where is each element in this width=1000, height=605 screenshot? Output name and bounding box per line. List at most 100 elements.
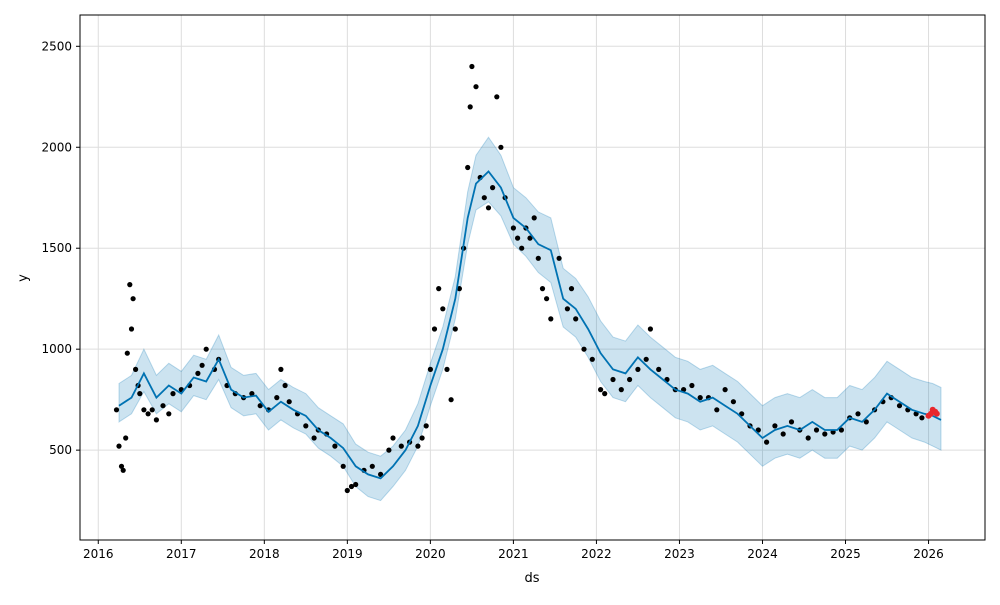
observed-point [714, 407, 720, 413]
observed-point [568, 286, 575, 292]
observed-point [127, 282, 133, 288]
observed-point [490, 185, 496, 191]
observed-point [755, 427, 761, 433]
observed-point [278, 366, 284, 372]
x-tick-label-2020: 2020 [415, 547, 446, 561]
observed-point [149, 407, 155, 413]
observed-point [467, 104, 473, 110]
x-tick-label-2023: 2023 [664, 547, 695, 561]
observed-point [515, 235, 521, 241]
observed-point [390, 435, 396, 441]
observed-point [153, 417, 159, 423]
observed-point [348, 483, 355, 490]
observed-point [643, 356, 649, 362]
observed-point [556, 255, 562, 261]
observed-point [589, 356, 595, 362]
observed-point [274, 395, 280, 401]
y-tick-label-2500: 2500 [41, 39, 72, 53]
observed-point [419, 435, 425, 441]
x-tick-label-2019: 2019 [332, 547, 363, 561]
observed-point [764, 439, 770, 445]
observed-point [137, 391, 143, 397]
recent-point [933, 410, 940, 417]
observed-point [598, 387, 604, 393]
observed-point [340, 463, 346, 469]
y-tick-label-1500: 1500 [41, 241, 72, 255]
observed-point [539, 286, 546, 292]
observed-point [689, 382, 695, 389]
observed-point [423, 423, 429, 429]
x-tick-label-2016: 2016 [83, 547, 114, 561]
observed-point [573, 316, 579, 322]
observed-point [838, 427, 845, 433]
observed-point [485, 205, 492, 211]
grid-layer [80, 15, 985, 540]
observed-point [311, 435, 317, 441]
observed-point [448, 397, 454, 403]
observed-point [697, 395, 703, 401]
observed-point [452, 326, 458, 332]
observed-point [527, 235, 533, 241]
y-axis-label: y [16, 274, 31, 282]
observed-point [124, 350, 130, 356]
observed-point [118, 463, 125, 469]
recent-points-layer [925, 406, 940, 419]
observed-point [249, 391, 255, 397]
observed-point [444, 366, 450, 372]
observed-point [788, 419, 795, 425]
observed-points-layer [113, 63, 925, 494]
x-tick-label-2021: 2021 [498, 547, 529, 561]
observed-point [544, 296, 550, 302]
observed-point [113, 407, 120, 413]
observed-point [141, 407, 147, 413]
observed-point [469, 63, 475, 70]
observed-point [170, 391, 176, 397]
observed-point [116, 443, 122, 449]
observed-point [133, 366, 139, 372]
y-tick-label-500: 500 [49, 443, 72, 457]
observed-point [730, 399, 737, 405]
observed-point [195, 370, 201, 376]
observed-point [344, 487, 350, 494]
observed-point [303, 423, 309, 429]
observed-point [635, 366, 641, 372]
observed-point [564, 306, 571, 312]
observed-point [440, 306, 446, 312]
observed-point [647, 326, 654, 332]
observed-point [863, 419, 869, 425]
observed-point [822, 431, 828, 437]
y-tick-label-2000: 2000 [41, 140, 72, 154]
observed-point [427, 366, 433, 372]
uncertainty-band [118, 136, 942, 502]
observed-point [722, 387, 728, 393]
y-axis-ticks: 500 1000 1500 2000 2500 [41, 39, 80, 457]
observed-point [581, 346, 587, 352]
observed-point [896, 403, 903, 409]
observed-point [772, 423, 778, 429]
observed-point [130, 296, 136, 302]
observed-point [257, 403, 263, 409]
observed-point [398, 443, 404, 449]
x-axis-label: ds [524, 571, 539, 586]
observed-point [473, 84, 479, 90]
observed-point [531, 215, 537, 221]
observed-point [919, 415, 925, 421]
x-tick-label-2025: 2025 [830, 547, 861, 561]
observed-point [386, 447, 392, 453]
observed-point [199, 362, 205, 368]
x-tick-label-2018: 2018 [249, 547, 280, 561]
x-axis-ticks: 2016 2017 2018 2019 2020 2021 2022 2023 2024 2025… [83, 540, 944, 561]
x-tick-label-2022: 2022 [581, 547, 612, 561]
observed-point [286, 399, 292, 405]
observed-point [627, 376, 633, 383]
plot-frame [79, 14, 986, 541]
observed-point [618, 387, 624, 393]
forecast-line-layer [118, 170, 942, 480]
forecast-line [118, 170, 942, 480]
observed-point [369, 463, 375, 469]
x-tick-label-2024: 2024 [747, 547, 778, 561]
observed-point [548, 316, 554, 322]
